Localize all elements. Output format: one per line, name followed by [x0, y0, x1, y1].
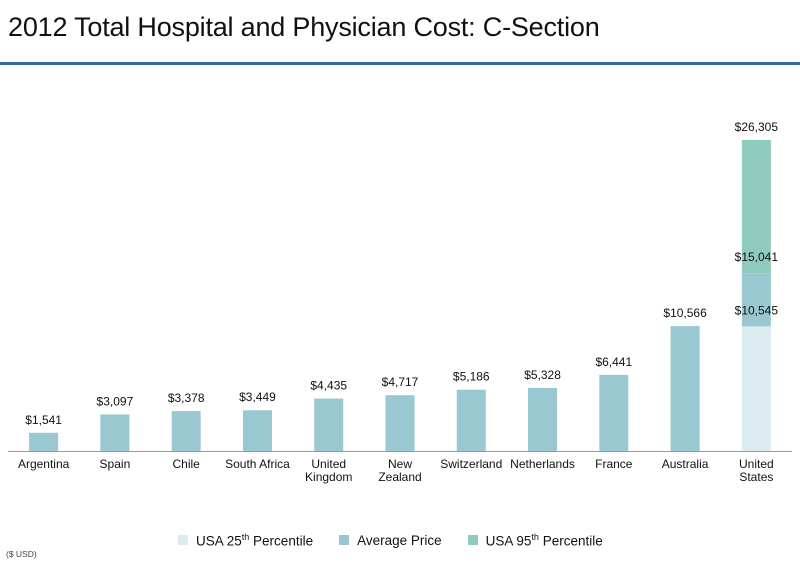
data-label-usa-average: $15,041 — [735, 250, 779, 264]
bar-usa-25th-percentile — [741, 326, 771, 451]
tick-label-united-kingdom-line2: Kingdom — [305, 470, 352, 484]
chart-title: 2012 Total Hospital and Physician Cost: … — [8, 12, 600, 42]
tick-label-united-states: United — [739, 457, 774, 471]
data-label-switzerland: $5,186 — [453, 370, 490, 384]
legend-item-usa-25th: USA 25th Percentile — [178, 532, 313, 549]
tick-label-spain: Spain — [100, 457, 131, 471]
bar-australia — [670, 326, 700, 451]
bar-south-africa — [242, 410, 272, 451]
data-label-new-zealand: $4,717 — [382, 375, 419, 389]
legend-swatch-average — [339, 535, 350, 546]
tick-label-south-africa: South Africa — [225, 457, 290, 471]
legend-swatch-usa-95th — [467, 535, 478, 546]
tick-label-united-states-line2: States — [739, 470, 773, 484]
data-label-usa-25th: $10,545 — [735, 303, 779, 317]
bar-spain — [100, 414, 130, 451]
data-label-south-africa: $3,449 — [239, 390, 276, 404]
bar-france — [599, 374, 629, 451]
chart-legend: USA 25th Percentile Average Price USA 95… — [178, 532, 603, 549]
tick-label-netherlands: Netherlands — [510, 457, 575, 471]
data-label-france: $6,441 — [595, 355, 632, 369]
tick-label-france: France — [595, 457, 633, 471]
tick-label-argentina: Argentina — [18, 457, 70, 471]
bar-united-kingdom — [314, 398, 344, 451]
bar-usa-average — [741, 273, 771, 327]
legend-label-usa-25th: USA 25th Percentile — [196, 532, 314, 549]
tick-label-chile: Chile — [173, 457, 201, 471]
bar-chart: $1,541 Argentina $3,097 Spain $3,378 Chile $3,… — [8, 120, 792, 484]
legend-label-usa-95th: USA 95th Percentile — [485, 532, 603, 549]
bar-argentina — [29, 432, 59, 451]
data-label-netherlands: $5,328 — [524, 368, 561, 382]
tick-label-australia: Australia — [662, 457, 709, 471]
data-label-argentina: $1,541 — [25, 413, 62, 427]
bar-netherlands — [528, 388, 558, 451]
bar-chile — [171, 411, 201, 451]
footnote-currency: ($ USD) — [6, 549, 37, 559]
tick-label-new-zealand-line2: Zealand — [378, 470, 421, 484]
legend-swatch-usa-25th — [178, 535, 188, 546]
data-label-united-kingdom: $4,435 — [310, 379, 347, 393]
tick-label-united-kingdom: United — [311, 457, 346, 471]
data-label-spain: $3,097 — [97, 394, 134, 408]
data-label-australia: $10,566 — [663, 306, 707, 320]
data-label-usa-95th: $26,305 — [735, 120, 779, 134]
tick-label-switzerland: Switzerland — [440, 457, 502, 471]
bar-usa-95th-percentile — [741, 140, 771, 274]
legend-item-usa-95th: USA 95th Percentile — [467, 532, 603, 549]
title-divider — [0, 62, 800, 65]
data-label-chile: $3,378 — [168, 391, 205, 405]
legend-label-average: Average Price — [357, 532, 442, 548]
legend-item-average: Average Price — [339, 532, 442, 549]
bar-switzerland — [456, 389, 486, 451]
tick-label-new-zealand: New — [388, 457, 412, 471]
bar-new-zealand — [385, 395, 415, 451]
